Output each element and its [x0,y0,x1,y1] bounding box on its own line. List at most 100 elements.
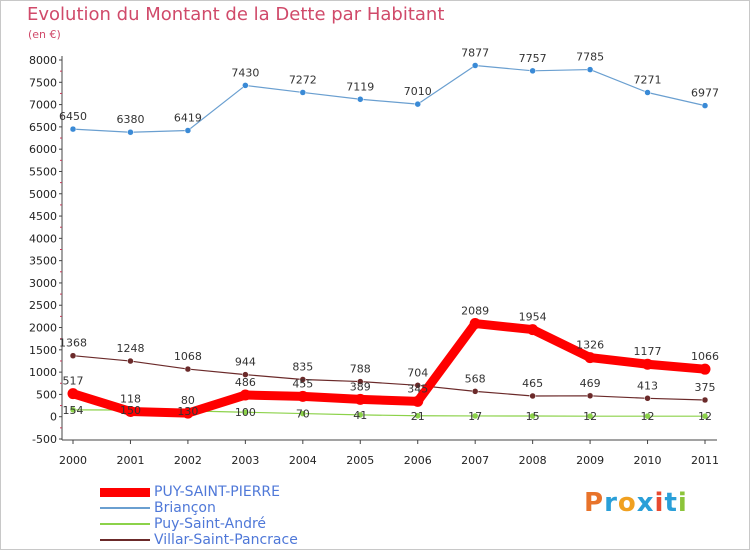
y-tick-label: -500 [32,433,57,446]
data-label: 704 [407,366,428,379]
data-label: 455 [292,377,313,390]
data-point [127,128,134,136]
data-label: 375 [695,381,716,394]
data-point [182,407,194,419]
x-tick-label: 2005 [346,454,374,467]
series-line [72,64,706,133]
data-point [414,382,421,389]
data-label: 1368 [59,337,87,350]
data-point [586,66,594,73]
data-point [644,395,651,402]
data-label: 6419 [174,111,202,124]
legend-swatch [100,507,150,509]
data-point [529,67,536,75]
data-point [414,412,421,420]
legend-swatch [100,487,150,497]
data-point [124,405,136,417]
legend-swatch [100,539,150,541]
y-tick-label: 3500 [29,255,57,268]
data-point [242,371,249,378]
data-label: 7271 [634,74,662,87]
data-label: 465 [522,377,543,390]
data-label: 486 [235,376,256,389]
y-tick-label: 6000 [29,143,57,156]
data-label: 154 [63,404,84,417]
data-label: 788 [350,363,371,376]
data-point [701,102,709,109]
logo-letter: P [584,488,605,518]
legend-label: Puy-Saint-André [154,516,267,532]
data-label: 130 [177,405,198,418]
data-label: 7119 [346,80,374,93]
data-point [529,392,536,400]
series-villar-saint-pancrace [69,352,709,404]
data-label: 413 [637,379,658,392]
y-tick-label: 6500 [29,121,57,134]
logo-letter: o [617,488,637,518]
y-tick-label: 0 [50,411,57,424]
data-point [584,352,596,364]
data-point [701,396,709,404]
series-line [72,355,706,401]
data-point [67,388,79,400]
y-tick-label: 1500 [29,344,57,357]
data-point [412,395,424,407]
data-label: 41 [353,409,367,422]
data-label: 21 [411,410,425,423]
logo-letter: t [664,488,678,518]
logo-letter: i [654,488,665,518]
x-tick-label: 2003 [231,454,259,467]
data-label: 100 [235,406,256,419]
x-tick-label: 2010 [634,454,662,467]
data-point [184,127,192,134]
data-label: 1066 [691,350,719,363]
data-point [471,388,479,395]
data-label: 835 [292,360,313,373]
y-tick-label: 3000 [29,277,57,290]
data-point [527,324,539,336]
data-label: 7785 [576,51,604,64]
data-label: 80 [181,394,195,407]
data-label: 1248 [116,342,144,355]
x-tick-label: 2009 [576,454,604,467]
data-label: 6450 [59,110,87,123]
data-labels-layer: 517 118 80 486 455 389 345 2089 1954 1326 1177 1066… [59,46,719,423]
data-label: 345 [407,382,428,395]
axes: -500 0 500 1000 1500 2000 2500 3000 3500 4000 4500… [29,54,719,467]
data-label: 2089 [461,305,489,318]
data-label: 7757 [519,52,547,65]
data-label: 1068 [174,350,202,363]
data-point [69,406,77,414]
data-label: 7877 [461,46,489,59]
data-point [414,100,421,108]
data-label: 17 [468,410,482,423]
data-point [239,389,251,401]
x-tick-label: 2008 [519,454,547,467]
data-point [69,352,77,359]
x-tick-label: 2002 [174,454,202,467]
y-tick-label: 4500 [29,210,57,223]
data-label: 568 [465,372,486,385]
legend-label: Briançon [154,500,216,516]
data-point [357,378,364,385]
data-point [471,412,479,420]
y-tick-label: 5500 [29,165,57,178]
y-tick-label: 8000 [29,54,57,67]
data-label: 1177 [634,345,662,358]
data-label: 517 [63,375,84,388]
data-point [586,412,594,420]
data-label: 70 [296,408,310,421]
data-point [701,412,709,420]
y-tick-label: 7000 [29,99,57,112]
data-label: 12 [698,410,712,423]
data-point [357,96,364,103]
y-tick-label: 5000 [29,188,57,201]
data-label: 7272 [289,73,317,86]
data-label: 1954 [519,311,547,324]
x-tick-label: 2007 [461,454,489,467]
series-brian-on [69,62,709,136]
y-tick-label: 7500 [29,76,57,89]
data-point [644,412,651,420]
data-point [242,408,249,416]
